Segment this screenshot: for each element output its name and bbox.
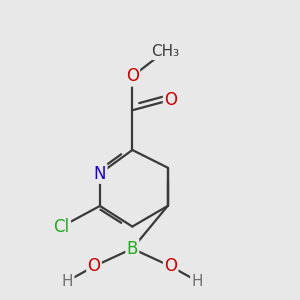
Text: O: O xyxy=(126,68,139,85)
Text: O: O xyxy=(88,257,100,275)
Text: Cl: Cl xyxy=(54,218,70,236)
Text: CH₃: CH₃ xyxy=(151,44,179,59)
Text: H: H xyxy=(191,274,203,289)
Text: H: H xyxy=(62,274,73,289)
Text: O: O xyxy=(164,91,177,109)
Text: B: B xyxy=(127,240,138,258)
Text: O: O xyxy=(164,257,177,275)
Text: N: N xyxy=(94,165,106,183)
